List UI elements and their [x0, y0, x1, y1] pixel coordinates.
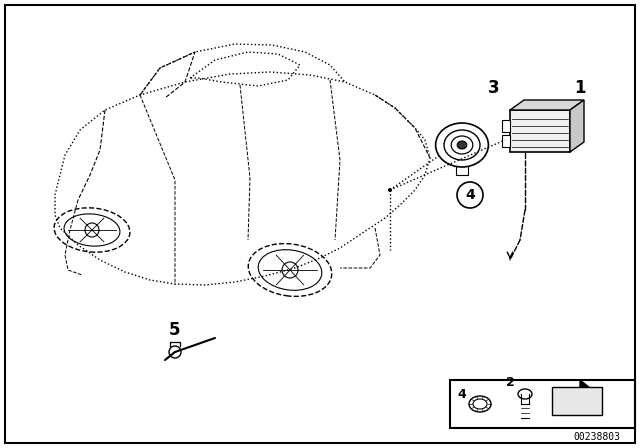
Circle shape	[388, 188, 392, 192]
Text: 3: 3	[488, 79, 500, 97]
Text: 2: 2	[506, 375, 515, 388]
Bar	[502, 135, 510, 147]
Bar	[450, 380, 635, 428]
Bar	[502, 120, 510, 132]
Text: 00238803: 00238803	[573, 432, 620, 442]
Polygon shape	[570, 100, 584, 152]
Text: 1: 1	[574, 79, 586, 97]
Text: 4: 4	[465, 188, 475, 202]
Text: 4: 4	[458, 388, 467, 401]
Bar	[552, 387, 602, 415]
Bar	[510, 110, 570, 152]
Text: 5: 5	[169, 321, 180, 339]
Polygon shape	[555, 380, 600, 412]
Polygon shape	[510, 100, 584, 110]
Ellipse shape	[457, 141, 467, 149]
